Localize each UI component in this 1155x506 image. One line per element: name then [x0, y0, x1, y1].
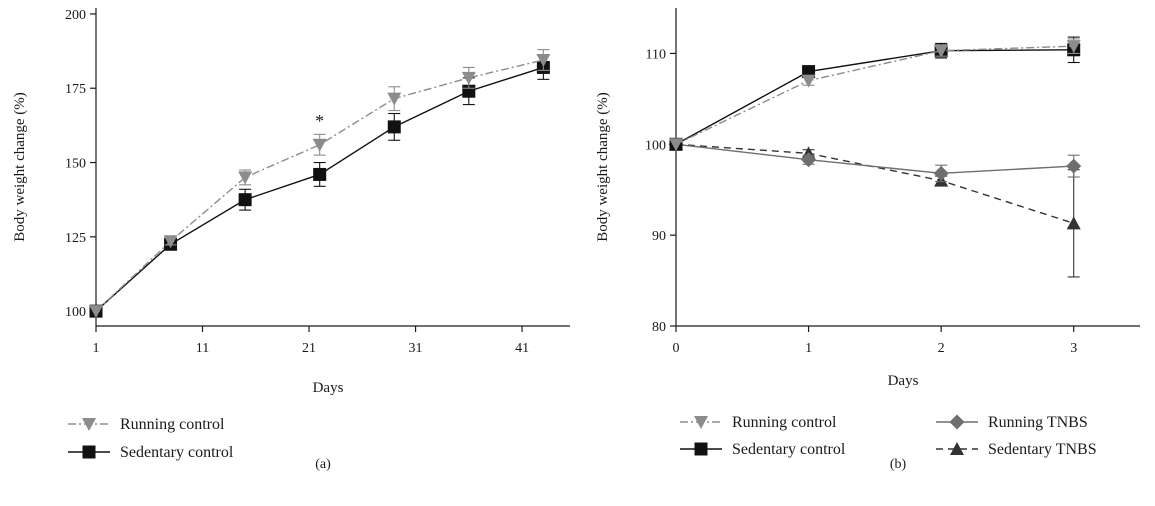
data-point [89, 305, 103, 319]
x-tick-label: 31 [409, 341, 423, 356]
y-tick-label: 150 [65, 157, 86, 172]
data-point [536, 54, 551, 68]
y-tick-label: 80 [652, 320, 666, 335]
legend-label: Sedentary control [732, 441, 846, 458]
series-sedentary-control [89, 55, 550, 318]
series-running-tnbs [668, 136, 1082, 183]
significance-marker: * [315, 111, 324, 131]
series-line [675, 49, 1074, 145]
legend-label: Sedentary control [120, 444, 234, 461]
data-point [387, 92, 402, 106]
legend-marker [694, 442, 708, 456]
x-tick-label: 11 [196, 341, 209, 356]
y-tick-label: 125 [65, 231, 86, 246]
series-running-control [89, 49, 551, 319]
legend-marker [82, 418, 96, 431]
data-point [238, 193, 252, 207]
data-point [238, 171, 253, 185]
y-tick-label: 100 [65, 305, 86, 320]
data-point [1066, 40, 1081, 54]
x-axis-title: Days [313, 380, 344, 396]
data-point [163, 235, 178, 249]
legend-item: Sedentary TNBS [936, 441, 1097, 458]
x-tick-label: 21 [302, 341, 316, 356]
panel-b-chart: 0 1 2 3 80 90 100 110 Days Body weight change (%)… [595, 8, 1140, 472]
y-tick-label: 175 [65, 82, 86, 97]
legend-item: Running control [68, 416, 225, 433]
data-point [313, 167, 327, 181]
series-line [675, 143, 1074, 175]
legend-item: Running control [680, 414, 837, 431]
y-tick-label: 200 [65, 8, 86, 23]
data-point [934, 44, 949, 58]
legend-marker [82, 445, 96, 459]
y-tick-label: 110 [646, 47, 666, 62]
legend-marker [694, 416, 708, 429]
x-axis-title: Days [888, 373, 919, 389]
data-point [1066, 158, 1082, 174]
panel-label: (a) [315, 457, 331, 472]
legend-marker [949, 414, 965, 430]
series-sedentary-tnbs [669, 137, 1081, 278]
legend-item: Running TNBS [936, 414, 1088, 431]
y-tick-label: 100 [645, 138, 666, 153]
legend-item: Sedentary control [68, 444, 234, 461]
data-point [801, 74, 816, 88]
x-tick-label: 0 [673, 341, 680, 356]
legend-label: Running control [120, 416, 225, 433]
data-point [387, 120, 401, 134]
legend-label: Running TNBS [988, 414, 1088, 431]
x-tick-label: 2 [938, 341, 945, 356]
series-line [675, 143, 1074, 224]
data-point [312, 138, 327, 152]
series-sedentary-control [669, 36, 1081, 151]
y-axis-title: Body weight change (%) [12, 92, 28, 242]
data-point [669, 138, 683, 152]
data-point [801, 152, 817, 168]
data-point [933, 165, 949, 181]
x-tick-label: 3 [1070, 341, 1077, 356]
data-point [1066, 216, 1081, 230]
legend-label: Running control [732, 414, 837, 431]
x-tick-label: 41 [515, 341, 529, 356]
legend-label: Sedentary TNBS [988, 441, 1097, 458]
x-tick-label: 1 [93, 341, 100, 356]
series-line [675, 45, 1074, 145]
panel-label: (b) [890, 457, 907, 472]
y-axis-title: Body weight change (%) [595, 92, 611, 242]
legend-item: Sedentary control [680, 441, 846, 458]
series-running-control [669, 38, 1081, 152]
series-line [95, 66, 544, 312]
data-point [461, 71, 476, 85]
y-tick-label: 90 [652, 229, 666, 244]
x-tick-label: 1 [805, 341, 812, 356]
legend-marker [950, 442, 964, 455]
